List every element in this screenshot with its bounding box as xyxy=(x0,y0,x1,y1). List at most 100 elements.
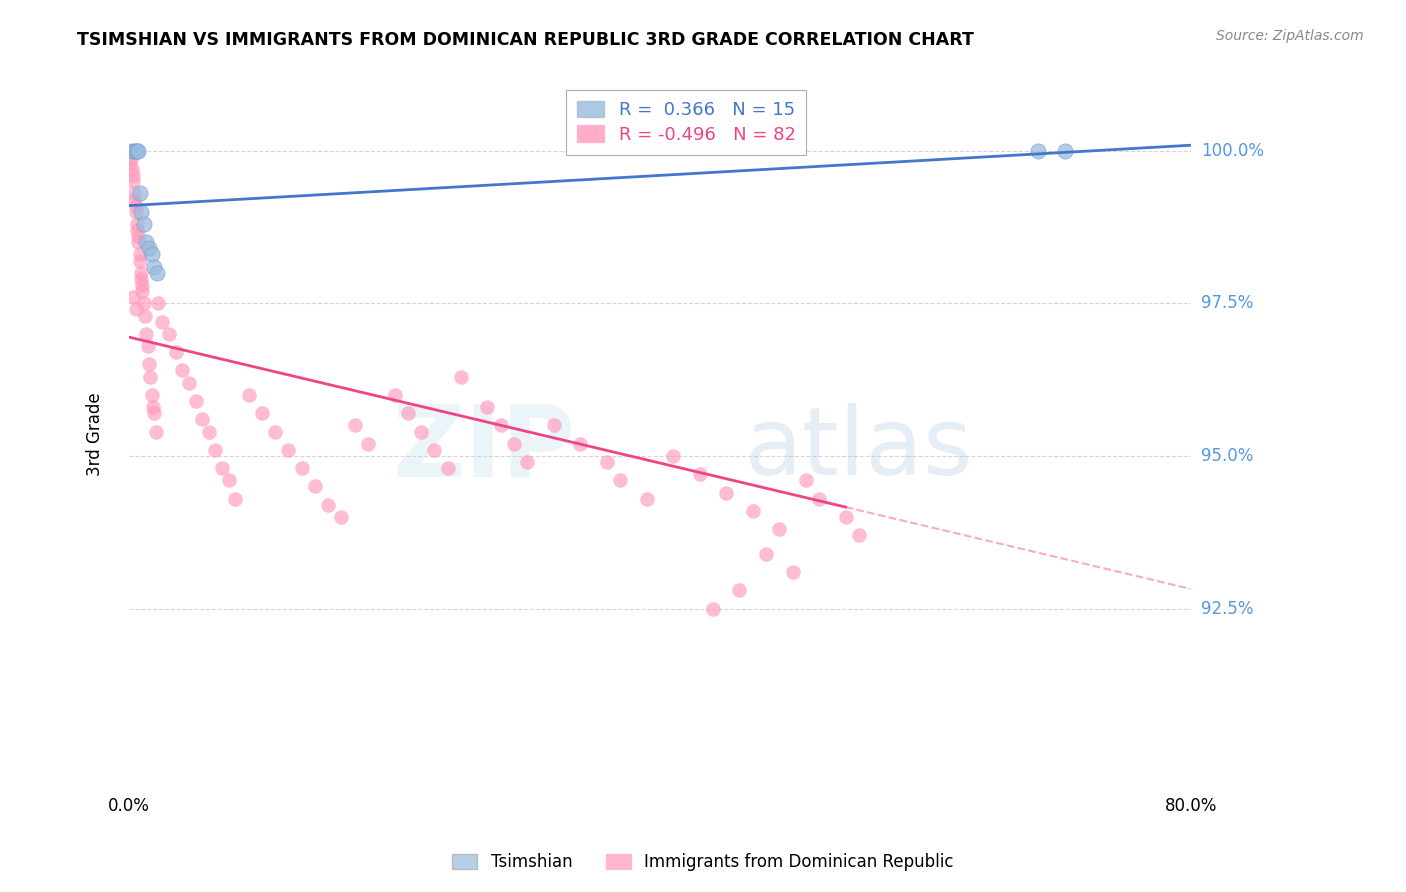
Immigrants from Dominican Republic xyxy=(141,388,163,402)
Immigrants from Dominican Republic xyxy=(127,217,149,231)
Immigrants from Dominican Republic xyxy=(150,315,173,329)
Immigrants from Dominican Republic xyxy=(794,474,817,488)
Tsimshian xyxy=(141,247,163,261)
Immigrants from Dominican Republic xyxy=(741,504,763,518)
Immigrants from Dominican Republic xyxy=(127,235,149,250)
Immigrants from Dominican Republic xyxy=(224,491,246,506)
Immigrants from Dominican Republic xyxy=(423,442,446,457)
Immigrants from Dominican Republic xyxy=(142,400,165,414)
Immigrants from Dominican Republic xyxy=(782,565,804,579)
Immigrants from Dominican Republic xyxy=(122,168,145,182)
Immigrants from Dominican Republic xyxy=(834,510,856,524)
Tsimshian xyxy=(1026,144,1049,158)
Immigrants from Dominican Republic xyxy=(503,436,526,450)
Immigrants from Dominican Republic xyxy=(128,247,150,261)
Text: 100.0%: 100.0% xyxy=(1201,142,1264,160)
Immigrants from Dominican Republic xyxy=(409,425,432,439)
Immigrants from Dominican Republic xyxy=(139,369,162,384)
Immigrants from Dominican Republic xyxy=(689,467,711,482)
Immigrants from Dominican Republic xyxy=(384,388,406,402)
Immigrants from Dominican Republic xyxy=(450,369,472,384)
Immigrants from Dominican Republic xyxy=(330,510,353,524)
Immigrants from Dominican Republic xyxy=(122,174,145,188)
Immigrants from Dominican Republic xyxy=(122,290,145,304)
Immigrants from Dominican Republic xyxy=(125,199,148,213)
Tsimshian xyxy=(143,260,166,274)
Immigrants from Dominican Republic xyxy=(125,302,148,317)
Tsimshian xyxy=(146,266,169,280)
Immigrants from Dominican Republic xyxy=(121,161,143,176)
Immigrants from Dominican Republic xyxy=(136,339,159,353)
Immigrants from Dominican Republic xyxy=(609,474,631,488)
Immigrants from Dominican Republic xyxy=(291,461,314,475)
Immigrants from Dominican Republic xyxy=(316,498,339,512)
Immigrants from Dominican Republic xyxy=(477,400,499,414)
Immigrants from Dominican Republic xyxy=(129,266,152,280)
Immigrants from Dominican Republic xyxy=(264,425,287,439)
Legend: R =  0.366   N = 15, R = -0.496   N = 82: R = 0.366 N = 15, R = -0.496 N = 82 xyxy=(567,90,807,154)
Immigrants from Dominican Republic xyxy=(124,186,146,201)
Tsimshian xyxy=(129,204,152,219)
Immigrants from Dominican Republic xyxy=(250,406,273,420)
Tsimshian xyxy=(138,241,160,255)
Immigrants from Dominican Republic xyxy=(808,491,831,506)
Text: atlas: atlas xyxy=(745,403,973,495)
Immigrants from Dominican Republic xyxy=(172,363,194,377)
Immigrants from Dominican Republic xyxy=(728,583,751,598)
Immigrants from Dominican Republic xyxy=(755,547,778,561)
Immigrants from Dominican Republic xyxy=(569,436,592,450)
Immigrants from Dominican Republic xyxy=(702,601,724,615)
Immigrants from Dominican Republic xyxy=(124,193,146,207)
Immigrants from Dominican Republic xyxy=(184,394,207,409)
Immigrants from Dominican Republic xyxy=(768,522,790,536)
Immigrants from Dominican Republic xyxy=(204,442,226,457)
Immigrants from Dominican Republic xyxy=(121,150,143,164)
Immigrants from Dominican Republic xyxy=(125,204,148,219)
Immigrants from Dominican Republic xyxy=(127,223,149,237)
Immigrants from Dominican Republic xyxy=(343,418,366,433)
Immigrants from Dominican Republic xyxy=(197,425,219,439)
Text: 95.0%: 95.0% xyxy=(1201,447,1254,465)
Text: 97.5%: 97.5% xyxy=(1201,294,1254,312)
Immigrants from Dominican Republic xyxy=(138,357,160,371)
Immigrants from Dominican Republic xyxy=(848,528,870,542)
Immigrants from Dominican Republic xyxy=(132,296,155,310)
Immigrants from Dominican Republic xyxy=(596,455,619,469)
Tsimshian xyxy=(127,144,149,158)
Tsimshian xyxy=(128,186,150,201)
Tsimshian xyxy=(125,144,148,158)
Text: 3rd Grade: 3rd Grade xyxy=(86,392,104,476)
Immigrants from Dominican Republic xyxy=(134,309,156,323)
Immigrants from Dominican Republic xyxy=(436,461,458,475)
Immigrants from Dominican Republic xyxy=(157,326,180,341)
Immigrants from Dominican Republic xyxy=(489,418,512,433)
Immigrants from Dominican Republic xyxy=(211,461,233,475)
Immigrants from Dominican Republic xyxy=(165,345,187,359)
Text: ZIP: ZIP xyxy=(392,401,575,498)
Tsimshian xyxy=(121,144,143,158)
Immigrants from Dominican Republic xyxy=(543,418,565,433)
Immigrants from Dominican Republic xyxy=(516,455,538,469)
Immigrants from Dominican Republic xyxy=(177,376,200,390)
Immigrants from Dominican Republic xyxy=(143,406,166,420)
Immigrants from Dominican Republic xyxy=(662,449,685,463)
Tsimshian xyxy=(124,144,146,158)
Immigrants from Dominican Republic xyxy=(131,284,153,298)
Immigrants from Dominican Republic xyxy=(396,406,419,420)
Text: Source: ZipAtlas.com: Source: ZipAtlas.com xyxy=(1216,29,1364,43)
Immigrants from Dominican Republic xyxy=(191,412,214,426)
Tsimshian xyxy=(132,217,155,231)
Immigrants from Dominican Republic xyxy=(304,479,326,493)
Immigrants from Dominican Republic xyxy=(128,253,150,268)
Immigrants from Dominican Republic xyxy=(129,272,152,286)
Tsimshian xyxy=(1053,144,1076,158)
Text: TSIMSHIAN VS IMMIGRANTS FROM DOMINICAN REPUBLIC 3RD GRADE CORRELATION CHART: TSIMSHIAN VS IMMIGRANTS FROM DOMINICAN R… xyxy=(77,31,974,49)
Immigrants from Dominican Republic xyxy=(277,442,299,457)
Tsimshian xyxy=(135,235,157,250)
Immigrants from Dominican Republic xyxy=(120,156,142,170)
Immigrants from Dominican Republic xyxy=(716,485,738,500)
Immigrants from Dominican Republic xyxy=(145,425,167,439)
Immigrants from Dominican Republic xyxy=(636,491,658,506)
Immigrants from Dominican Republic xyxy=(135,326,157,341)
Tsimshian xyxy=(127,144,149,158)
